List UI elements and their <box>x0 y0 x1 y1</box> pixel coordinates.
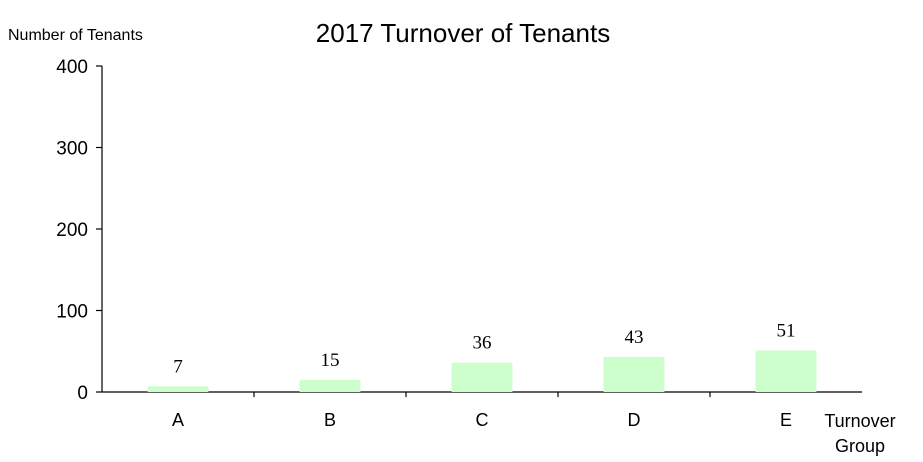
bar-e <box>755 350 817 392</box>
data-label-b: 15 <box>321 350 340 371</box>
data-label-e: 51 <box>777 320 796 341</box>
y-tick-label: 0 <box>77 383 88 404</box>
x-ticks <box>253 392 711 397</box>
x-axis-label-line2: Group <box>835 436 885 456</box>
bar-a <box>147 386 209 392</box>
bar-c <box>451 362 513 392</box>
bar-b <box>299 379 361 392</box>
category-label-b: B <box>324 410 336 430</box>
y-tick-label: 200 <box>56 220 88 241</box>
category-label-e: E <box>780 410 792 430</box>
category-label-c: C <box>476 410 489 430</box>
y-axis-label: Number of Tenants <box>8 27 143 44</box>
data-label-d: 43 <box>625 327 644 348</box>
category-label-d: D <box>628 410 641 430</box>
y-tick-label: 100 <box>56 302 88 323</box>
data-labels: 7 15 36 43 51 <box>173 320 795 377</box>
y-tick-label: 400 <box>56 57 88 78</box>
category-labels: A B C D E <box>172 410 792 430</box>
y-ticks: 0 100 200 300 400 <box>56 57 102 404</box>
x-axis-label-line1: Turnover <box>824 411 895 431</box>
chart-title: 2017 Turnover of Tenants <box>316 18 610 48</box>
bars <box>147 350 817 392</box>
bar-d <box>603 356 665 392</box>
data-label-c: 36 <box>473 333 492 354</box>
y-tick-label: 300 <box>56 139 88 160</box>
data-label-a: 7 <box>173 356 183 377</box>
category-label-a: A <box>172 410 184 430</box>
